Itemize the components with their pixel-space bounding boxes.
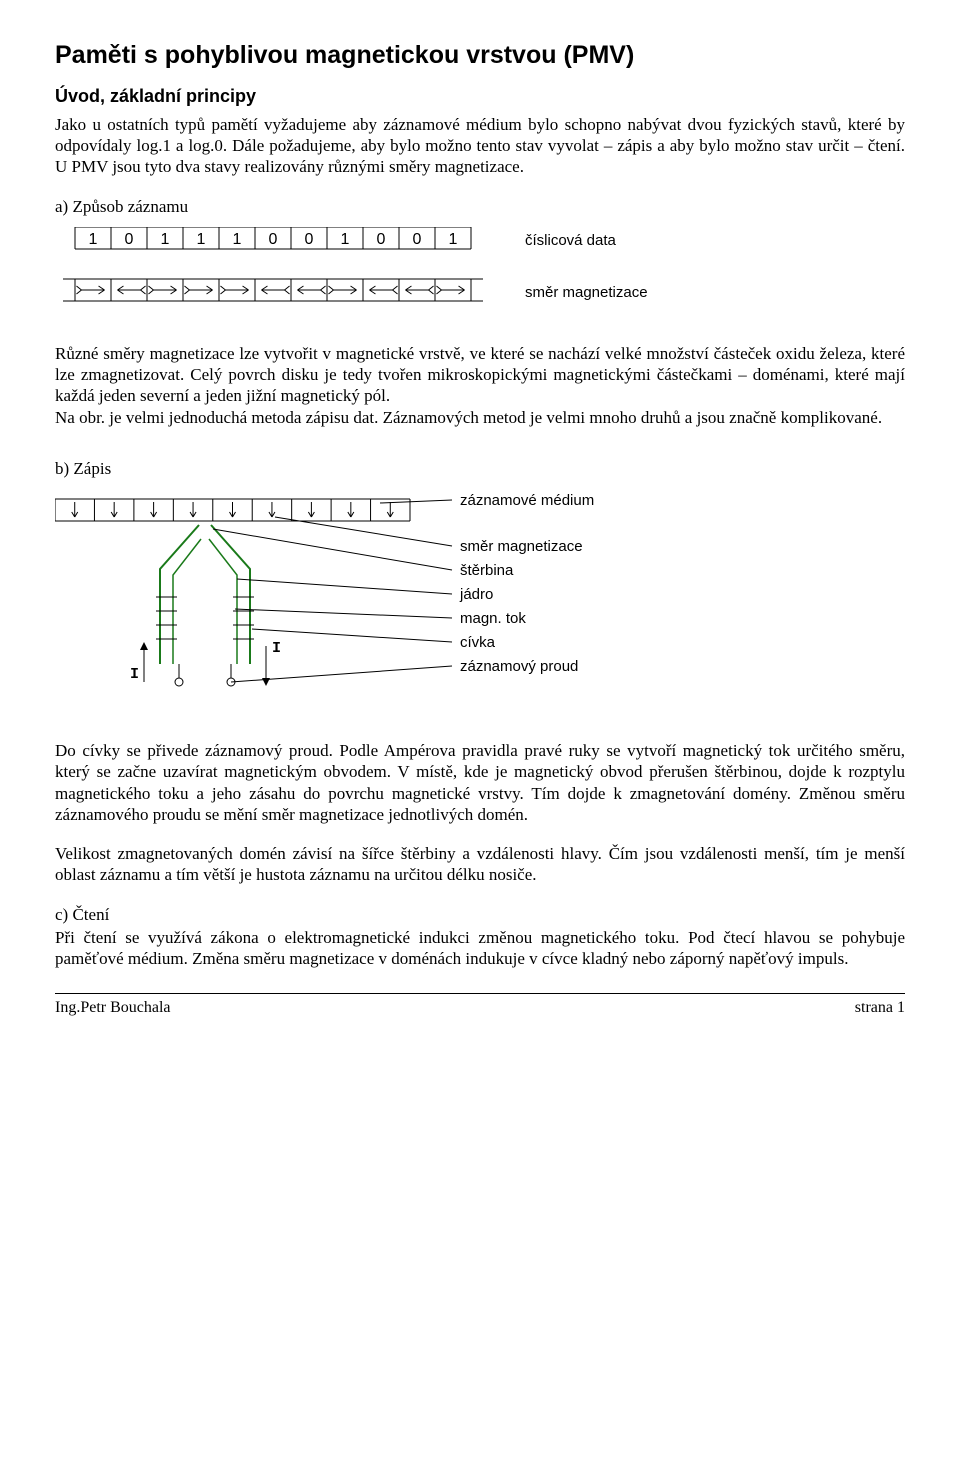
svg-text:jádro: jádro <box>459 586 493 603</box>
page-footer: Ing.Petr Bouchala strana 1 <box>55 993 905 1018</box>
svg-text:štěrbina: štěrbina <box>460 562 514 579</box>
section-a-paragraph: Různé směry magnetizace lze vytvořit v m… <box>55 343 905 428</box>
diagram-b: I Izáznamové médium směr magnetizace štěrbi… <box>55 489 905 714</box>
page-title: Paměti s pohyblivou magnetickou vrstvou … <box>55 40 905 71</box>
svg-text:cívka: cívka <box>460 634 496 651</box>
svg-text:0: 0 <box>413 231 422 248</box>
svg-text:0: 0 <box>269 231 278 248</box>
svg-text:1: 1 <box>197 231 206 248</box>
svg-text:záznamový proud: záznamový proud <box>460 658 578 675</box>
svg-text:směr magnetizace: směr magnetizace <box>460 538 583 555</box>
svg-text:1: 1 <box>341 231 350 248</box>
section-b-paragraph-2: Velikost zmagnetovaných domén závisí na … <box>55 843 905 886</box>
svg-text:záznamové médium: záznamové médium <box>460 492 594 509</box>
svg-text:0: 0 <box>305 231 314 248</box>
diagram-a: 1 0 1 1 1 0 0 1 0 0 1 číslicová data směr magnetizac… <box>55 227 905 317</box>
svg-text:I: I <box>130 666 139 683</box>
svg-text:0: 0 <box>125 231 134 248</box>
svg-text:1: 1 <box>89 231 98 248</box>
intro-paragraph: Jako u ostatních typů pamětí vyžadujeme … <box>55 114 905 178</box>
footer-page: strana 1 <box>855 998 905 1018</box>
section-b-paragraph-1: Do cívky se přivede záznamový proud. Pod… <box>55 740 905 825</box>
svg-text:0: 0 <box>377 231 386 248</box>
section-c-paragraph: Při čtení se využívá zákona o elektromag… <box>55 927 905 970</box>
svg-text:1: 1 <box>233 231 242 248</box>
footer-author: Ing.Petr Bouchala <box>55 998 171 1018</box>
svg-text:směr magnetizace: směr magnetizace <box>525 284 648 301</box>
section-subtitle: Úvod, základní principy <box>55 85 905 108</box>
svg-text:1: 1 <box>449 231 458 248</box>
section-a-label: a) Způsob záznamu <box>55 196 905 217</box>
svg-text:I: I <box>272 640 281 657</box>
svg-text:číslicová data: číslicová data <box>525 232 617 249</box>
svg-text:magn. tok: magn. tok <box>460 610 526 627</box>
section-c-label: c) Čtení <box>55 904 905 925</box>
svg-text:1: 1 <box>161 231 170 248</box>
section-b-label: b) Zápis <box>55 458 905 479</box>
